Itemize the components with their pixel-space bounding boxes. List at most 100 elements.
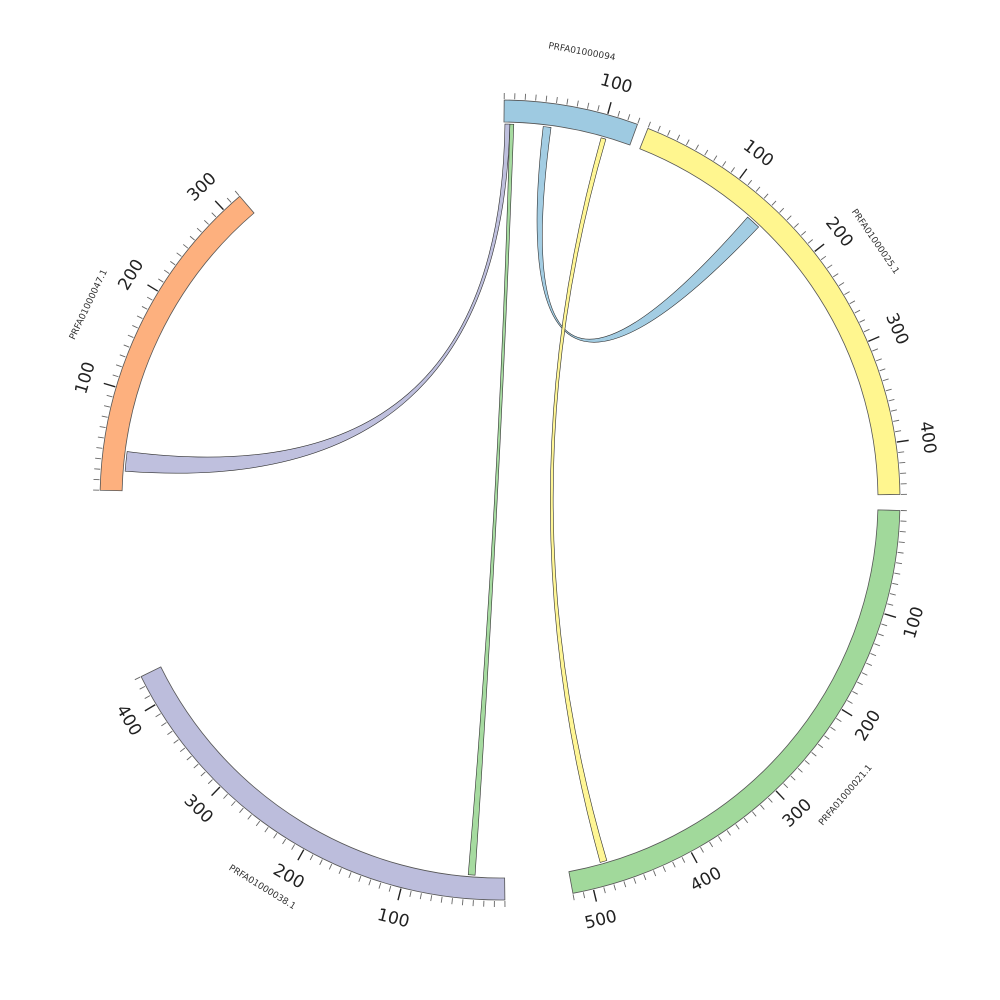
minor-tick [461,899,464,906]
minor-tick [115,364,122,368]
minor-tick [223,793,228,799]
minor-tick [141,306,148,310]
minor-tick [587,102,590,109]
minor-tick [173,739,179,744]
minor-tick [127,334,134,338]
minor-tick [182,244,189,249]
minor-tick [134,676,141,681]
minor-tick [161,722,167,727]
minor-tick [704,149,709,156]
segment-label-PRFA01000047.1: PRFA01000047.1 [68,268,110,341]
minor-tick [709,841,714,848]
minor-tick [832,273,839,278]
minor-tick [207,779,213,785]
minor-tick [419,893,422,900]
minor-tick [844,291,850,296]
segment-PRFA01000038.1 [140,666,506,901]
tick-label: 200 [114,256,148,294]
minor-tick [779,207,785,213]
segment-label-PRFA01000025.1: PRFA01000025.1 [849,208,901,277]
minor-tick [893,419,900,422]
minor-tick [95,457,102,460]
minor-tick [234,190,240,196]
minor-tick [226,197,232,203]
minor-tick [807,239,813,244]
minor-tick [726,830,731,836]
minor-tick [158,278,164,283]
minor-tick [597,105,600,112]
major-tick [147,284,159,292]
major-tick [739,168,748,179]
minor-tick [309,854,314,861]
minor-tick [797,767,803,773]
minor-tick [888,399,895,402]
minor-tick [193,763,199,769]
minor-tick [535,94,537,101]
minor-tick [695,144,699,151]
segment-PRFA01000047.1 [99,195,255,492]
minor-tick [700,847,704,853]
minor-tick [838,282,845,287]
minor-tick [440,896,443,903]
minor-tick [804,760,810,765]
minor-tick [786,215,792,221]
minor-tick [106,394,113,398]
minor-tick [247,814,252,820]
tick-label: 400 [112,701,146,739]
major-tick [841,708,853,717]
minor-tick [849,300,856,305]
minor-tick [895,430,902,433]
major-tick [884,613,897,618]
tick-label: 300 [881,310,912,348]
tick-label: 300 [180,791,217,828]
minor-tick [662,866,666,872]
minor-tick [854,309,861,314]
minor-tick [872,348,879,352]
minor-tick [747,179,753,186]
minor-tick [755,186,761,192]
minor-tick [144,695,151,699]
minor-tick [633,877,637,884]
minor-tick [870,653,877,657]
minor-tick [572,894,575,901]
minor-tick [730,167,735,173]
minor-tick [866,662,872,666]
minor-tick [545,95,548,102]
segment-PRFA01000094 [503,99,638,146]
tick-label: 100 [900,604,928,641]
major-tick [103,382,116,388]
minor-tick [676,134,681,141]
minor-tick [760,804,765,810]
minor-tick [200,771,206,777]
minor-tick [875,358,882,362]
minor-tick [163,269,170,274]
minor-tick [735,824,740,830]
minor-tick [97,436,104,439]
minor-tick [897,551,904,554]
minor-tick [824,735,830,740]
minor-tick [890,409,897,412]
major-tick [397,888,402,901]
minor-tick [112,374,119,378]
minor-tick [657,125,661,132]
minor-tick [613,884,617,891]
minor-tick [889,593,896,596]
minor-tick [203,220,209,225]
minor-tick [556,96,558,104]
segment-label-PRFA01000094: PRFA01000094 [547,41,616,63]
minor-tick [898,541,905,543]
tick-label: 100 [739,136,777,171]
minor-tick [368,879,372,886]
minor-tick [451,898,453,905]
tick-label: 100 [71,360,99,397]
minor-tick [863,328,870,333]
minor-tick [623,881,627,888]
minor-tick [617,110,621,117]
minor-tick [771,200,777,206]
minor-tick [647,121,651,128]
tick-label: 200 [270,860,308,893]
minor-tick [847,700,853,704]
link-ribbon-3 [467,123,515,876]
minor-tick [790,775,796,781]
